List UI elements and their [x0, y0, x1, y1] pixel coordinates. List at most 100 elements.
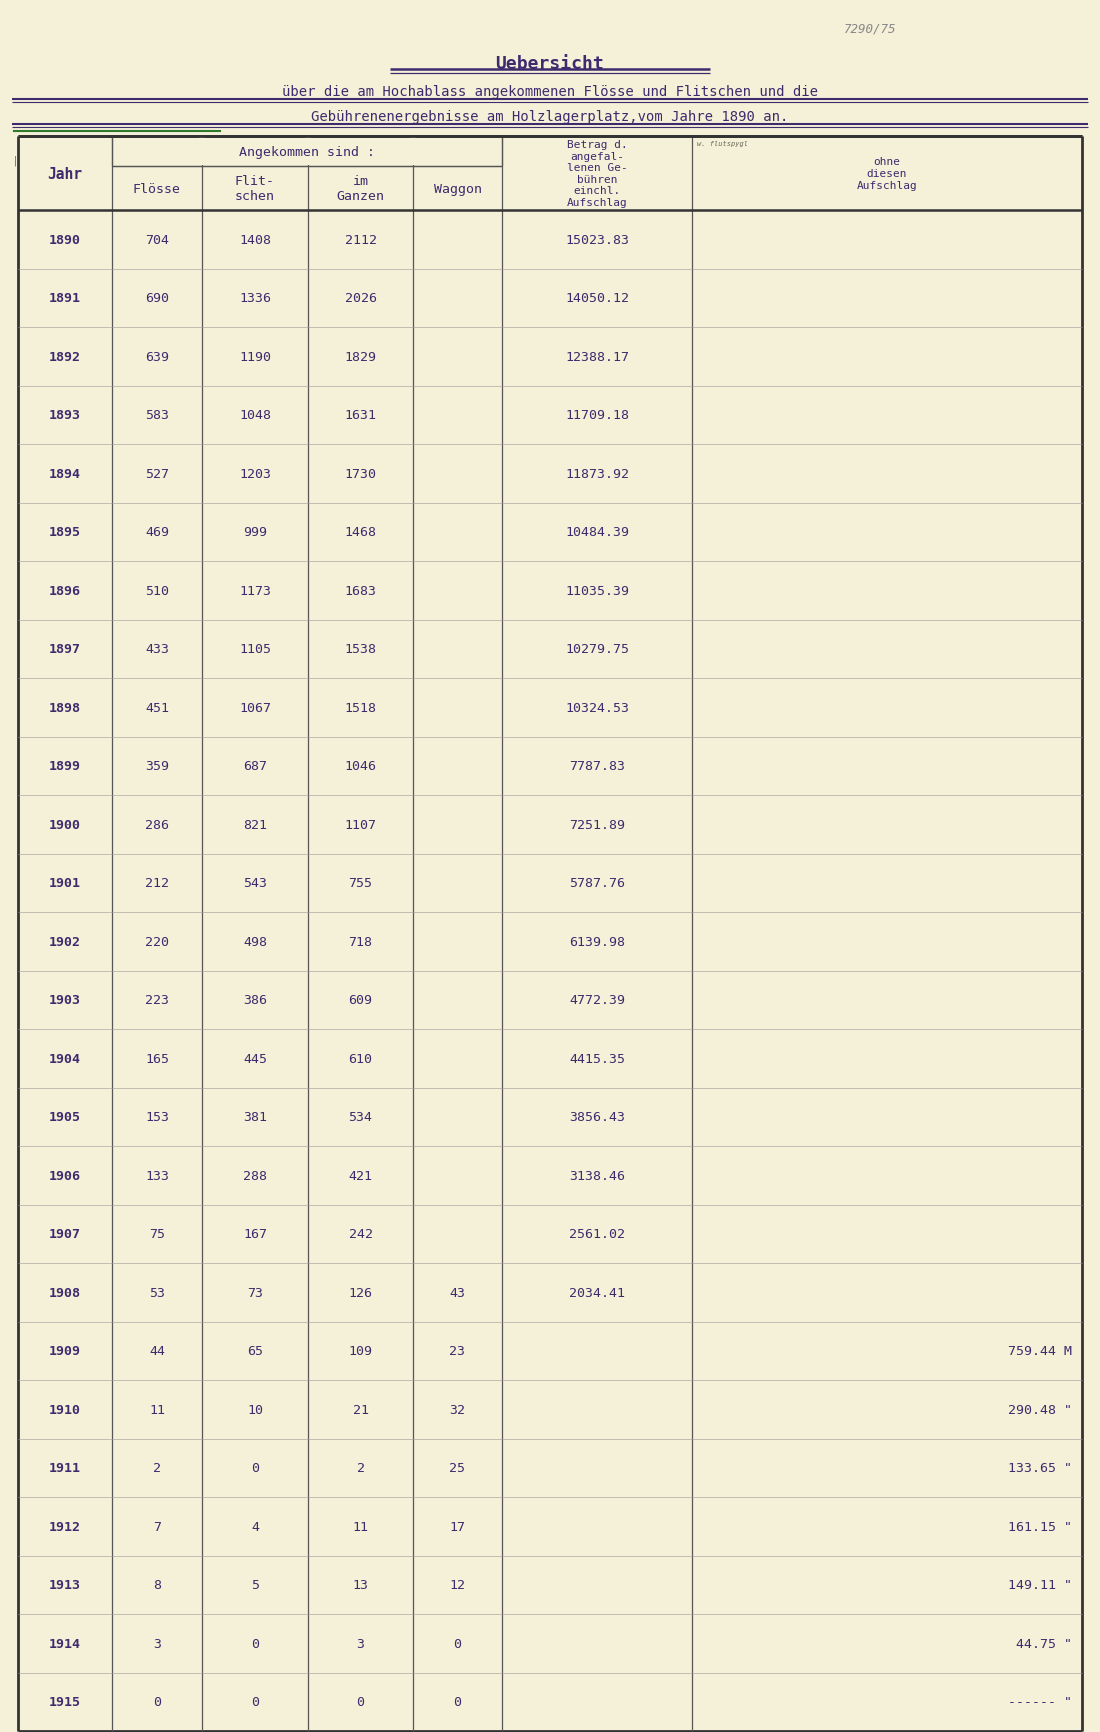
Text: |: | [14, 154, 18, 165]
Text: 386: 386 [243, 994, 267, 1006]
Text: 1902: 1902 [50, 935, 81, 947]
Text: 223: 223 [145, 994, 169, 1006]
Text: 821: 821 [243, 818, 267, 831]
Text: 1107: 1107 [344, 818, 376, 831]
Text: Flösse: Flösse [133, 182, 182, 196]
Text: 3856.43: 3856.43 [569, 1110, 625, 1124]
Text: 161.15 ": 161.15 " [1008, 1521, 1072, 1533]
Text: 288: 288 [243, 1169, 267, 1181]
Text: 1896: 1896 [50, 584, 81, 598]
Text: 1911: 1911 [50, 1462, 81, 1474]
Text: 1892: 1892 [50, 350, 81, 364]
Text: Angekommen sind :: Angekommen sind : [239, 145, 375, 158]
Text: 1336: 1336 [239, 293, 271, 305]
Text: 126: 126 [349, 1285, 373, 1299]
Text: 639: 639 [145, 350, 169, 364]
Text: 610: 610 [349, 1051, 373, 1065]
Text: Waggon: Waggon [433, 182, 482, 196]
Text: 704: 704 [145, 234, 169, 246]
Text: 165: 165 [145, 1051, 169, 1065]
Text: 1905: 1905 [50, 1110, 81, 1124]
Text: 1900: 1900 [50, 818, 81, 831]
Text: 1909: 1909 [50, 1344, 81, 1358]
Text: Betrag d.
angefal-
lenen Ge-
bühren
einchl.
Aufschlag: Betrag d. angefal- lenen Ge- bühren einc… [566, 140, 627, 208]
Text: 11035.39: 11035.39 [565, 584, 629, 598]
Text: 609: 609 [349, 994, 373, 1006]
Text: 583: 583 [145, 409, 169, 423]
Text: im
Ganzen: im Ganzen [337, 175, 385, 203]
Text: Flit-
schen: Flit- schen [235, 175, 275, 203]
Text: 220: 220 [145, 935, 169, 947]
Text: 12: 12 [450, 1578, 465, 1592]
Text: 359: 359 [145, 760, 169, 772]
Text: 451: 451 [145, 701, 169, 714]
Text: 10484.39: 10484.39 [565, 527, 629, 539]
Text: 0: 0 [153, 1696, 161, 1708]
Text: 2034.41: 2034.41 [569, 1285, 625, 1299]
Text: 1046: 1046 [344, 760, 376, 772]
Text: 65: 65 [248, 1344, 263, 1358]
Text: 1893: 1893 [50, 409, 81, 423]
Text: 7290/75: 7290/75 [844, 23, 896, 35]
Text: 1908: 1908 [50, 1285, 81, 1299]
Text: 21: 21 [352, 1403, 368, 1417]
Text: w. flutspygl: w. flutspygl [697, 140, 748, 147]
Text: 1067: 1067 [239, 701, 271, 714]
Text: 44: 44 [148, 1344, 165, 1358]
Text: 469: 469 [145, 527, 169, 539]
Text: 133: 133 [145, 1169, 169, 1181]
Text: 75: 75 [148, 1228, 165, 1240]
Text: 1904: 1904 [50, 1051, 81, 1065]
Text: 1538: 1538 [344, 643, 376, 656]
Text: 2: 2 [153, 1462, 161, 1474]
Text: 543: 543 [243, 876, 267, 890]
Text: über die am Hochablass angekommenen Flösse und Flitschen und die: über die am Hochablass angekommenen Flös… [282, 85, 818, 99]
Text: 8: 8 [153, 1578, 161, 1592]
Text: 11873.92: 11873.92 [565, 468, 629, 480]
Text: 4772.39: 4772.39 [569, 994, 625, 1006]
Text: 1408: 1408 [239, 234, 271, 246]
Text: 1907: 1907 [50, 1228, 81, 1240]
Text: 1468: 1468 [344, 527, 376, 539]
Text: 510: 510 [145, 584, 169, 598]
Text: 1173: 1173 [239, 584, 271, 598]
Text: 1683: 1683 [344, 584, 376, 598]
Text: 14050.12: 14050.12 [565, 293, 629, 305]
Text: 10324.53: 10324.53 [565, 701, 629, 714]
Text: 3: 3 [153, 1637, 161, 1651]
Text: 1903: 1903 [50, 994, 81, 1006]
Text: 0: 0 [453, 1696, 462, 1708]
Text: 759.44 M: 759.44 M [1008, 1344, 1072, 1358]
Text: 23: 23 [450, 1344, 465, 1358]
Text: 2026: 2026 [344, 293, 376, 305]
Text: 1912: 1912 [50, 1521, 81, 1533]
Text: 0: 0 [251, 1637, 258, 1651]
Text: 1895: 1895 [50, 527, 81, 539]
Text: 2561.02: 2561.02 [569, 1228, 625, 1240]
Text: 1901: 1901 [50, 876, 81, 890]
Text: 290.48 ": 290.48 " [1008, 1403, 1072, 1417]
Text: 13: 13 [352, 1578, 368, 1592]
Text: 1190: 1190 [239, 350, 271, 364]
Text: 527: 527 [145, 468, 169, 480]
Text: 5787.76: 5787.76 [569, 876, 625, 890]
Text: 73: 73 [248, 1285, 263, 1299]
Text: 1897: 1897 [50, 643, 81, 656]
Text: 1894: 1894 [50, 468, 81, 480]
Text: 3138.46: 3138.46 [569, 1169, 625, 1181]
Text: 498: 498 [243, 935, 267, 947]
Text: 381: 381 [243, 1110, 267, 1124]
Text: 25: 25 [450, 1462, 465, 1474]
Text: 1890: 1890 [50, 234, 81, 246]
Text: 44.75 ": 44.75 " [1016, 1637, 1072, 1651]
Text: 1829: 1829 [344, 350, 376, 364]
Text: 11: 11 [148, 1403, 165, 1417]
Text: 1899: 1899 [50, 760, 81, 772]
Text: 690: 690 [145, 293, 169, 305]
Text: 1906: 1906 [50, 1169, 81, 1181]
Text: 534: 534 [349, 1110, 373, 1124]
Text: 2: 2 [356, 1462, 364, 1474]
Text: 212: 212 [145, 876, 169, 890]
Text: 0: 0 [356, 1696, 364, 1708]
Text: Jahr: Jahr [47, 166, 82, 182]
